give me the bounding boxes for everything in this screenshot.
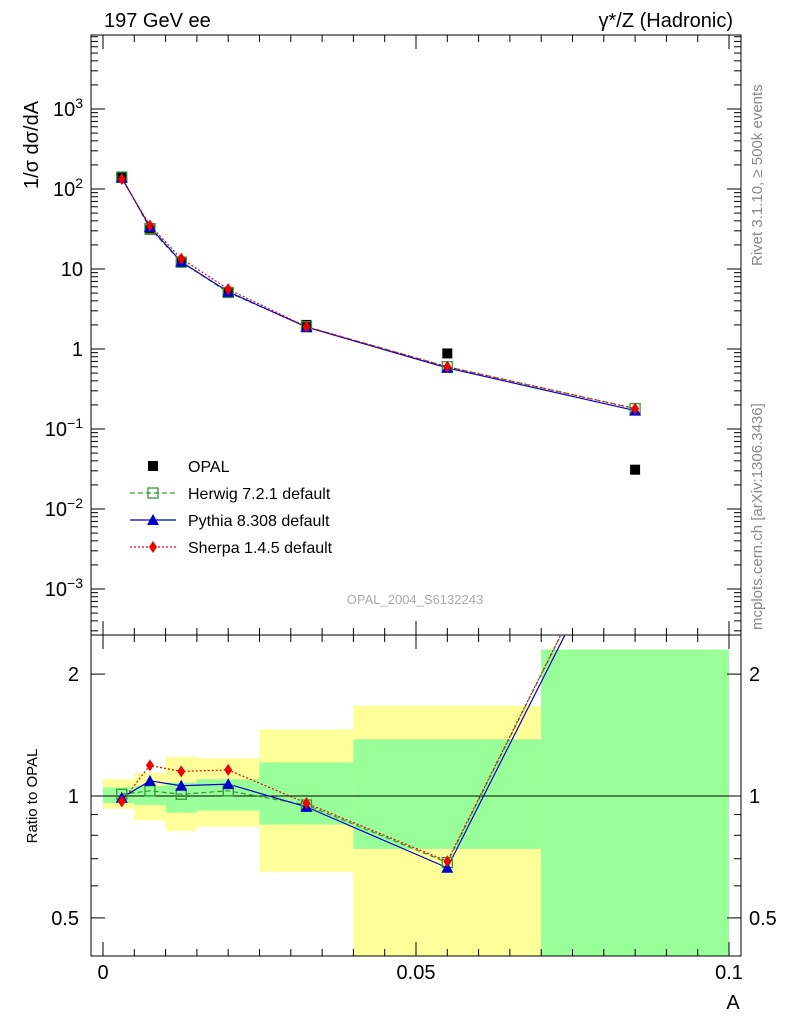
legend-marker-3: [149, 541, 157, 553]
ratio-point-2: [302, 797, 311, 810]
main-series-line-2: [121, 177, 636, 412]
main-point-0: [630, 464, 641, 475]
ratio-y-tick-label: 0.5: [51, 908, 79, 930]
main-y-tick-label: 103: [53, 95, 83, 121]
ratio-y-tick-label-right: 0.5: [749, 908, 777, 930]
main-panel-axes: 10−3 10−2 10−1 1 10 102 103: [45, 34, 742, 636]
main-y-tick-label: 10: [61, 259, 83, 281]
ratio-point-2: [145, 759, 154, 772]
x-tick-label: 0: [97, 962, 108, 984]
legend-marker-2: [147, 514, 159, 525]
ratio-point-1: [143, 774, 156, 786]
legend-marker-0: [148, 461, 158, 471]
legend-label-0: OPAL: [188, 459, 230, 476]
legend: OPAL Herwig 7.2.1 default Pythia 8.308 def…: [130, 459, 333, 557]
legend-label-2: Pythia 8.308 default: [188, 513, 330, 530]
mcplots-label: mcplots.cern.ch [arXiv:1306.3436]: [749, 403, 766, 630]
main-y-tick-label: 10−1: [45, 415, 83, 441]
ratio-point-2: [117, 795, 126, 808]
rivet-label: Rivet 3.1.10, ≥ 500k events: [749, 84, 766, 266]
header-left: 197 GeV ee: [104, 10, 211, 32]
ratio-point-2: [177, 765, 186, 778]
band-green-4: [259, 762, 354, 825]
x-axis-label: A: [726, 992, 740, 1014]
ratio-point-2: [224, 763, 233, 776]
ratio-point-2: [443, 855, 452, 868]
legend-marker-1: [147, 487, 159, 499]
band-green-6: [541, 649, 729, 956]
main-point-3: [145, 219, 154, 232]
main-series-line-3: [121, 178, 636, 410]
main-series-line-1: [121, 176, 636, 410]
legend-label-3: Sherpa 1.4.5 default: [188, 540, 333, 557]
ratio-point-1: [222, 778, 235, 790]
x-tick-label: 0.1: [715, 962, 743, 984]
main-series-lines: [121, 176, 636, 412]
main-y-tick-label: 10−2: [45, 495, 83, 521]
legend-label-1: Herwig 7.2.1 default: [188, 486, 331, 503]
x-tick-label: 0.05: [397, 962, 436, 984]
main-series-markers: [115, 171, 642, 475]
main-y-tick-label: 10−3: [45, 575, 83, 601]
ratio-series-markers: [115, 759, 454, 873]
main-point-3: [224, 283, 233, 296]
ratio-panel-axes: 0 0.05 0.1 0.5 0.5 1 1 2 2: [51, 634, 777, 984]
main-point-3: [443, 360, 452, 373]
ratio-y-axis-label: Ratio to OPAL: [24, 749, 41, 844]
main-y-axis-label: 1/σ dσ/dA: [21, 100, 43, 189]
ratio-y-tick-label-right: 1: [749, 786, 760, 808]
main-point-3: [302, 320, 311, 333]
main-y-tick-label: 1: [72, 339, 83, 361]
main-point-3: [177, 252, 186, 265]
watermark: OPAL_2004_S6132243: [347, 592, 483, 607]
ratio-y-tick-label: 2: [68, 664, 79, 686]
ratio-y-tick-label-right: 2: [749, 664, 760, 686]
main-y-tick-label: 102: [53, 175, 83, 201]
ratio-y-tick-label: 1: [68, 786, 79, 808]
band-green-5: [353, 739, 542, 849]
main-point-0: [442, 348, 453, 359]
ratio-point-1: [175, 779, 188, 791]
main-point-3: [631, 402, 640, 415]
main-point-3: [117, 173, 126, 186]
header-right: γ*/Z (Hadronic): [599, 10, 733, 32]
ratio-uncertainty-bands: [103, 649, 729, 956]
